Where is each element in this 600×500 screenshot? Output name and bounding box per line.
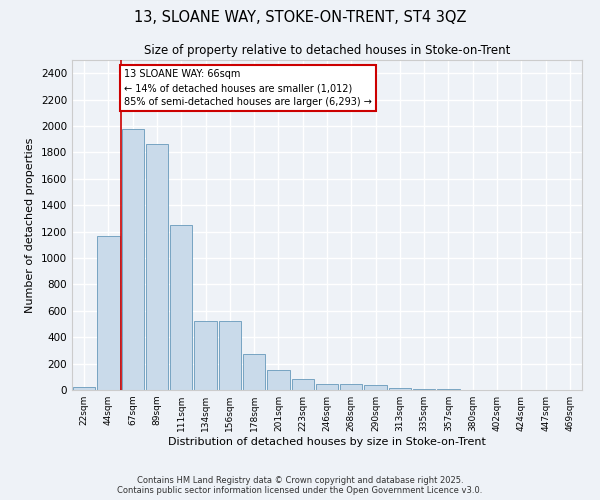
Y-axis label: Number of detached properties: Number of detached properties	[25, 138, 35, 312]
Bar	[316, 384, 338, 390]
Text: Contains HM Land Registry data © Crown copyright and database right 2025.
Contai: Contains HM Land Registry data © Crown c…	[118, 476, 482, 495]
Bar	[340, 384, 362, 390]
Text: 13, SLOANE WAY, STOKE-ON-TRENT, ST4 3QZ: 13, SLOANE WAY, STOKE-ON-TRENT, ST4 3QZ	[134, 10, 466, 25]
Bar	[194, 322, 217, 390]
Bar	[243, 354, 265, 390]
Bar	[122, 128, 144, 390]
Text: 13 SLOANE WAY: 66sqm
← 14% of detached houses are smaller (1,012)
85% of semi-de: 13 SLOANE WAY: 66sqm ← 14% of detached h…	[124, 69, 372, 107]
Bar	[218, 322, 241, 390]
Bar	[97, 236, 119, 390]
Bar	[389, 388, 411, 390]
Bar	[73, 386, 95, 390]
Bar	[146, 144, 168, 390]
Bar	[170, 225, 193, 390]
Bar	[413, 389, 436, 390]
Bar	[267, 370, 290, 390]
X-axis label: Distribution of detached houses by size in Stoke-on-Trent: Distribution of detached houses by size …	[168, 437, 486, 447]
Bar	[364, 386, 387, 390]
Title: Size of property relative to detached houses in Stoke-on-Trent: Size of property relative to detached ho…	[144, 44, 510, 58]
Bar	[292, 379, 314, 390]
